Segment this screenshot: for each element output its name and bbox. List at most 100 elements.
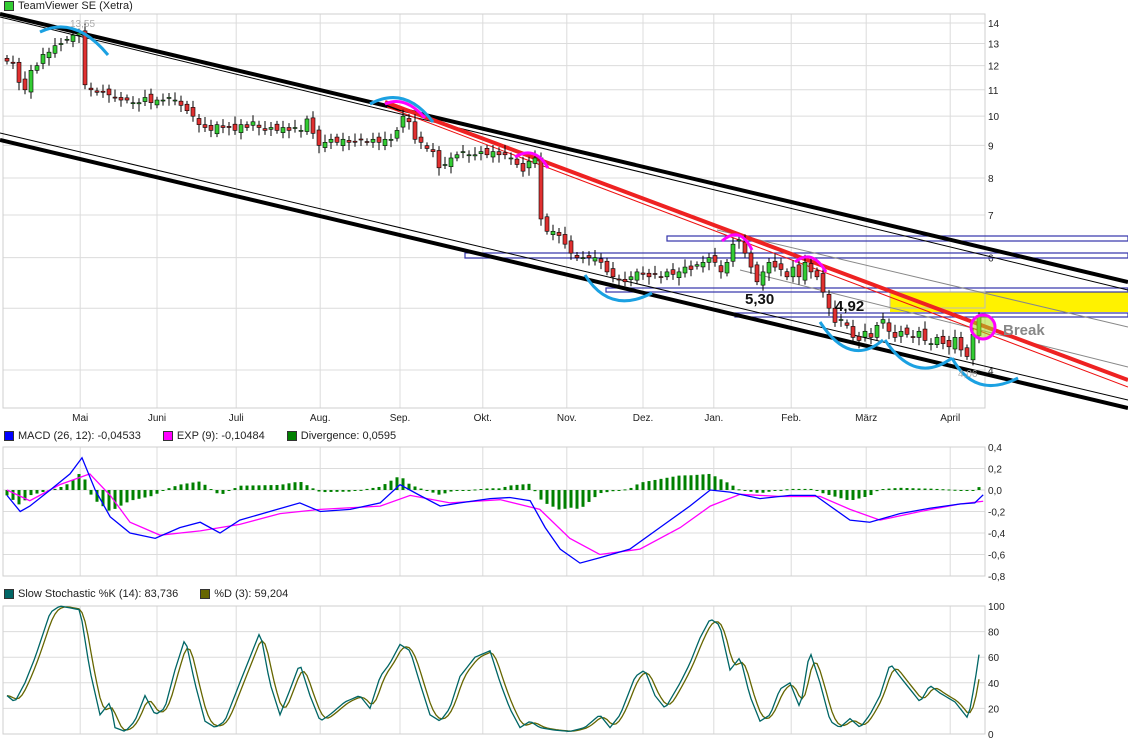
top-arc-marker <box>721 233 754 251</box>
candle <box>70 28 76 48</box>
candle-body-down <box>358 138 364 141</box>
candle <box>448 152 454 174</box>
candle-body-up <box>460 151 466 153</box>
stoch-tick-label: 80 <box>988 628 1000 639</box>
divergence-bar <box>131 490 135 501</box>
divergence-bar <box>377 486 381 490</box>
panel-border <box>2 13 986 409</box>
candle-body-down <box>94 90 100 93</box>
candle <box>304 115 310 135</box>
candle <box>52 38 58 58</box>
candle-body-up <box>394 130 400 139</box>
candle <box>730 237 736 267</box>
candle-body-up <box>40 54 46 64</box>
divergence-bar <box>515 484 519 490</box>
candle <box>604 257 610 276</box>
month-label: Nov. <box>557 413 577 424</box>
divergence-bar <box>761 490 765 493</box>
divergence-bar <box>923 488 927 490</box>
stoch-d-swatch <box>200 589 211 599</box>
candle-body-down <box>502 152 508 156</box>
candle <box>766 257 772 281</box>
candle-body-down <box>436 150 442 169</box>
candle <box>100 84 106 98</box>
candle <box>160 93 166 106</box>
divergence-bar <box>305 485 309 490</box>
candle-body-down <box>856 335 862 341</box>
candle-body-down <box>718 265 724 273</box>
candle <box>652 265 658 279</box>
candle <box>538 152 544 226</box>
candle <box>154 96 160 109</box>
divergence-bar <box>875 490 879 492</box>
divergence-bar <box>155 490 159 494</box>
candle-body-down <box>544 216 550 232</box>
candle-body-up <box>664 271 670 278</box>
candle <box>358 133 364 147</box>
month-label: Okt. <box>474 413 492 424</box>
divergence-bar <box>5 490 9 496</box>
price-tick-label: 4 <box>988 366 994 377</box>
top-arc-marker <box>369 96 435 123</box>
divergence-bar <box>887 488 891 490</box>
bottom-arc-marker <box>883 339 953 370</box>
candle-body-down <box>202 124 208 128</box>
candle <box>748 247 754 274</box>
candle <box>874 322 880 341</box>
divergence-bar <box>575 490 579 509</box>
divergence-bar <box>329 490 333 492</box>
candle-body-down <box>910 336 916 338</box>
candle <box>364 138 370 146</box>
divergence-bar <box>779 489 783 491</box>
candle <box>490 145 496 163</box>
divergence-bar <box>893 488 897 490</box>
divergence-bar <box>629 487 633 490</box>
candle-body-down <box>814 270 820 278</box>
candle-body-down <box>124 97 130 101</box>
candle-body-up <box>694 264 700 267</box>
candle-body-down <box>346 140 352 143</box>
candle <box>568 235 574 260</box>
divergence-bar <box>803 488 807 490</box>
candle <box>262 120 268 135</box>
price-tick-label: 10 <box>988 112 1000 123</box>
divergence-bar <box>281 484 285 490</box>
divergence-bar <box>545 490 549 504</box>
candle-body-down <box>178 100 184 106</box>
candle <box>796 260 802 285</box>
candle-body-down <box>310 117 316 134</box>
candle <box>112 89 118 102</box>
candle <box>478 146 484 161</box>
divergence-bar <box>371 487 375 490</box>
candle-body-up <box>142 97 148 102</box>
candle-body-down <box>598 258 604 263</box>
divergence-bar <box>599 490 603 494</box>
divergence-bar <box>623 489 627 491</box>
divergence-bar <box>71 479 75 490</box>
candle-body-up <box>328 138 334 143</box>
macd-tick-label: 0,4 <box>988 443 1002 454</box>
divergence-bar <box>683 475 687 490</box>
candle <box>454 151 460 162</box>
candle-body-up <box>280 127 286 133</box>
stoch-tick-label: 20 <box>988 704 1000 715</box>
macd-tick-label: 0,2 <box>988 465 1002 476</box>
candle <box>688 260 694 277</box>
high-price-label: 13,55 <box>70 19 95 30</box>
candle-body-up <box>172 99 178 102</box>
price-tick-label: 12 <box>988 62 1000 73</box>
candle-body-down <box>646 272 652 278</box>
divergence-bar <box>935 488 939 490</box>
divergence-bar <box>653 479 657 490</box>
divergence-bar <box>77 474 81 490</box>
candle <box>544 213 550 235</box>
divergence-bar <box>755 490 759 493</box>
macd-tick-label: -0,2 <box>988 508 1006 519</box>
divergence-bar <box>563 490 567 509</box>
candle <box>346 135 352 151</box>
candle <box>334 133 340 146</box>
divergence-bar <box>137 490 141 499</box>
divergence-bar <box>569 490 573 508</box>
divergence-bar <box>509 485 513 490</box>
candle <box>634 268 640 284</box>
